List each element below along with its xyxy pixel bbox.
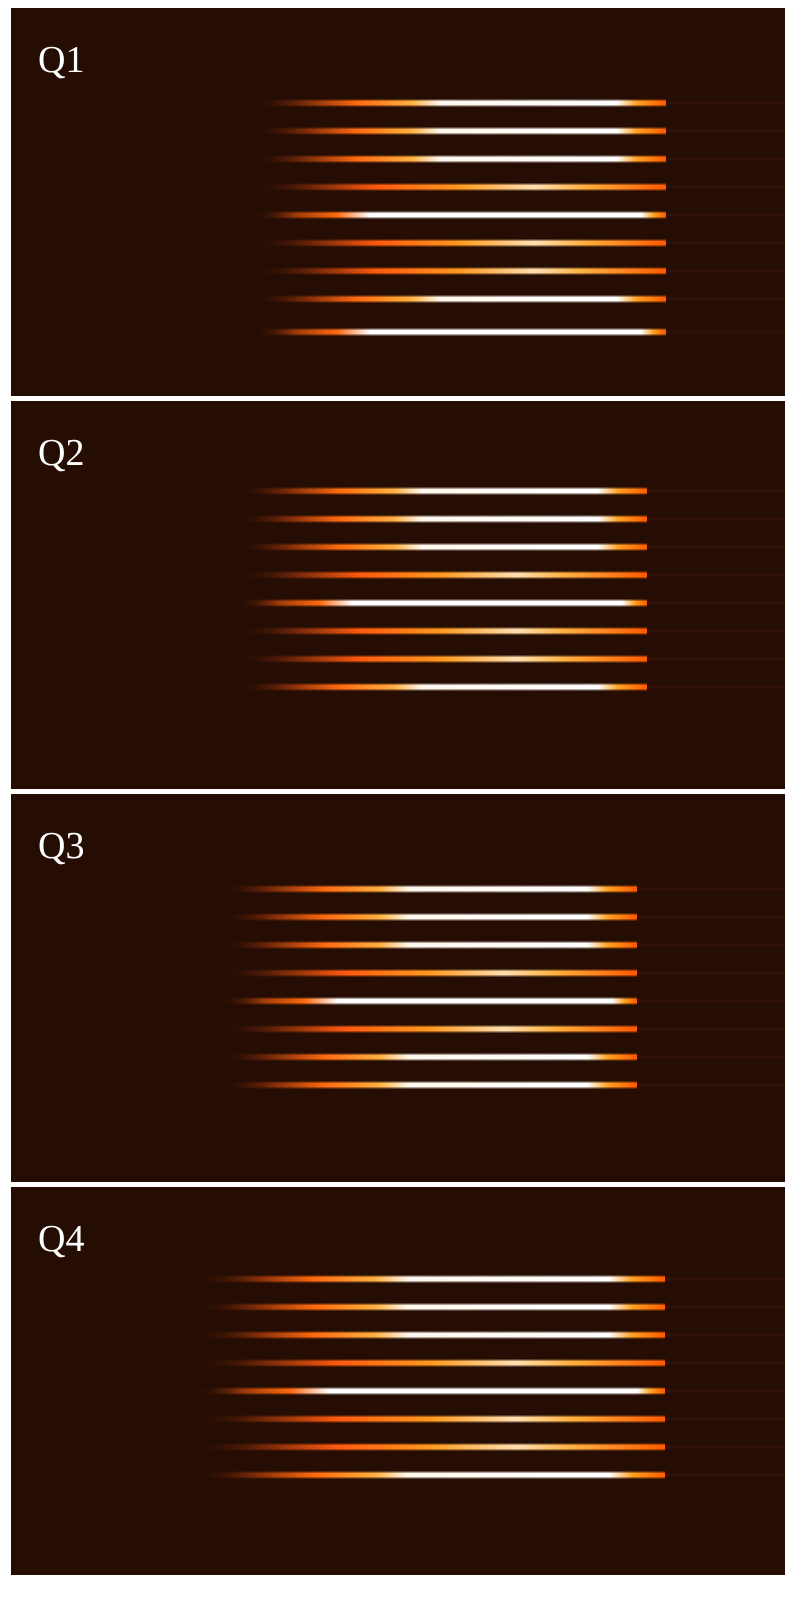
spectrum-tail bbox=[637, 944, 785, 947]
spectrum-stripe bbox=[198, 1417, 665, 1422]
spectrum-tail bbox=[665, 1446, 785, 1449]
figure: Q1 Q2 Q3 Q4 bbox=[0, 0, 811, 1619]
spectrum-stripe bbox=[198, 1361, 665, 1366]
panel-background bbox=[11, 8, 785, 396]
spectrum-tail bbox=[665, 1362, 785, 1365]
spectrum-tail bbox=[647, 686, 785, 689]
spectrum-stripe bbox=[222, 1027, 637, 1032]
spectrum-stripe bbox=[222, 971, 637, 976]
spectrum-stripe bbox=[255, 330, 666, 335]
spectrum-tail bbox=[665, 1418, 785, 1421]
spectrum-tail bbox=[637, 916, 785, 919]
spectrum-tail bbox=[665, 1278, 785, 1281]
spectrum-stripe bbox=[238, 517, 647, 522]
spectrum-tail bbox=[666, 186, 785, 189]
spectrum-tail bbox=[647, 546, 785, 549]
panel-label: Q2 bbox=[38, 432, 84, 474]
panel-label: Q1 bbox=[38, 39, 84, 81]
spectrum-stripe bbox=[222, 943, 637, 948]
spectrum-stripe bbox=[198, 1473, 665, 1478]
spectrum-tail bbox=[637, 972, 785, 975]
spectrum-tail bbox=[665, 1474, 785, 1477]
spectrum-stripe bbox=[238, 685, 647, 690]
spectrum-tail bbox=[637, 888, 785, 891]
spectrum-tail bbox=[647, 602, 785, 605]
spectrum-tail bbox=[647, 630, 785, 633]
spectrum-tail bbox=[666, 298, 785, 301]
panel-label: Q4 bbox=[38, 1218, 84, 1260]
spectrum-tail bbox=[666, 102, 785, 105]
spectrum-stripe bbox=[198, 1333, 665, 1338]
spectrum-stripe bbox=[255, 157, 666, 162]
spectrum-stripe bbox=[238, 601, 647, 606]
panel-label: Q3 bbox=[38, 825, 84, 867]
spectrum-stripe bbox=[238, 573, 647, 578]
spectrum-tail bbox=[665, 1334, 785, 1337]
spectrum-stripe bbox=[238, 545, 647, 550]
spectrum-tail bbox=[665, 1390, 785, 1393]
spectrum-tail bbox=[666, 158, 785, 161]
spectrum-tail bbox=[647, 574, 785, 577]
spectrum-stripe bbox=[255, 297, 666, 302]
spectrum-stripe bbox=[198, 1305, 665, 1310]
spectrum-stripe bbox=[238, 657, 647, 662]
spectrum-tail bbox=[637, 1056, 785, 1059]
spectrum-stripe bbox=[255, 269, 666, 274]
spectrum-stripe bbox=[198, 1277, 665, 1282]
spectrum-tail bbox=[647, 490, 785, 493]
panel-background bbox=[11, 1187, 785, 1575]
spectrum-tail bbox=[637, 1028, 785, 1031]
spectrum-stripe bbox=[255, 241, 666, 246]
spectrum-stripe bbox=[222, 1055, 637, 1060]
page: Q1Q2Q3Q4 (() => { const data = JSON.pars… bbox=[0, 0, 811, 1619]
spectrum-stripe bbox=[255, 129, 666, 134]
spectrum-tail bbox=[666, 331, 785, 334]
spectrum-stripe bbox=[238, 629, 647, 634]
spectrum-tail bbox=[666, 214, 785, 217]
spectrum-stripe bbox=[198, 1389, 665, 1394]
spectrum-stripe bbox=[222, 1083, 637, 1088]
spectrum-tail bbox=[647, 518, 785, 521]
spectrum-tail bbox=[637, 1000, 785, 1003]
spectrum-stripe bbox=[222, 887, 637, 892]
spectrum-tail bbox=[665, 1306, 785, 1309]
panel-background bbox=[11, 794, 785, 1182]
spectrum-tail bbox=[647, 658, 785, 661]
spectrum-tail bbox=[666, 270, 785, 273]
spectrum-stripe bbox=[222, 915, 637, 920]
spectrum-tail bbox=[666, 242, 785, 245]
spectrum-stripe bbox=[198, 1445, 665, 1450]
spectrum-stripe bbox=[255, 101, 666, 106]
spectrum-stripe bbox=[255, 185, 666, 190]
spectrum-tail bbox=[666, 130, 785, 133]
spectrum-stripe bbox=[238, 489, 647, 494]
panel-background bbox=[11, 401, 785, 789]
spectrum-tail bbox=[637, 1084, 785, 1087]
spectrum-stripe bbox=[255, 213, 666, 218]
spectrum-stripe bbox=[222, 999, 637, 1004]
